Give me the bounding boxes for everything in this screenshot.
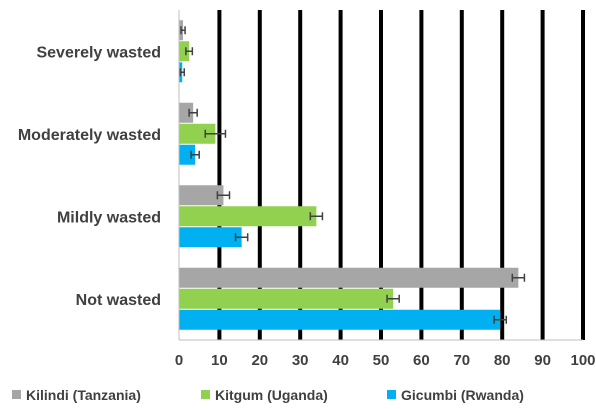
legend-label: Gicumbi (Rwanda): [401, 387, 524, 403]
category-labels: Severely wasted Moderately wasted Mildly w…: [18, 44, 161, 309]
x-tick-label: 0: [175, 352, 183, 369]
legend-label: Kitgum (Uganda): [215, 387, 328, 403]
bar: [179, 206, 317, 227]
x-tick-label: 50: [373, 352, 390, 369]
bar: [179, 267, 519, 288]
x-tick-label: 70: [453, 352, 470, 369]
bar: [179, 185, 224, 206]
x-tick-label: 20: [251, 352, 268, 369]
bar: [179, 123, 216, 144]
bar: [179, 102, 194, 123]
legend-swatch: [387, 390, 396, 399]
x-tick-label: 100: [570, 352, 595, 369]
category-label: Severely wasted: [36, 44, 161, 61]
bar: [179, 227, 242, 248]
x-tick-label: 90: [534, 352, 551, 369]
legend: Kilindi (Tanzania) Kitgum (Uganda) Gicumbi…: [12, 387, 524, 403]
bar: [179, 41, 190, 62]
x-tick-label: 10: [211, 352, 228, 369]
legend-swatch: [12, 390, 21, 399]
x-tick-label: 60: [413, 352, 430, 369]
x-tick-label: 30: [292, 352, 309, 369]
axes: [178, 10, 583, 341]
category-label: Moderately wasted: [18, 127, 161, 144]
x-tick-labels: 0 10 20 30 40 50 60 70 80 90 100: [175, 352, 596, 369]
bars: [179, 20, 526, 330]
legend-label: Kilindi (Tanzania): [26, 387, 141, 403]
legend-swatch: [201, 390, 210, 399]
category-label: Not wasted: [76, 292, 161, 309]
gridlines: [217, 10, 585, 340]
x-tick-label: 80: [494, 352, 511, 369]
bar: [179, 309, 501, 330]
x-tick-label: 40: [332, 352, 349, 369]
bar: [179, 288, 394, 309]
category-label: Mildly wasted: [57, 209, 161, 226]
bar: [179, 144, 196, 165]
